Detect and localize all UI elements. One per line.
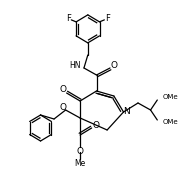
Text: O: O: [59, 103, 66, 111]
Text: HN: HN: [70, 61, 81, 69]
Text: OMe: OMe: [163, 94, 179, 100]
Text: F: F: [105, 14, 110, 23]
Text: O: O: [110, 61, 117, 69]
Text: O: O: [59, 86, 66, 95]
Text: O: O: [77, 146, 84, 156]
Text: OMe: OMe: [163, 119, 179, 125]
Text: F: F: [66, 14, 71, 23]
Text: O: O: [92, 121, 99, 130]
Text: N: N: [123, 107, 130, 117]
Text: Me: Me: [74, 159, 86, 167]
